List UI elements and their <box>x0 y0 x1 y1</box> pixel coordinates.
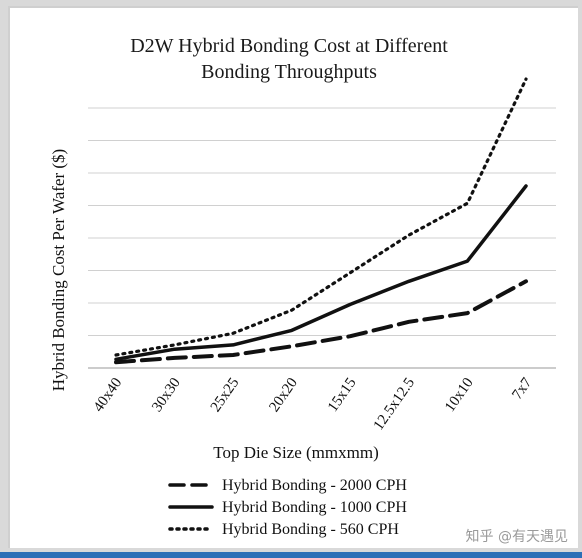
bottom-bar <box>0 552 582 558</box>
x-tick-label: 15x15 <box>325 375 360 415</box>
x-tick-label: 25x25 <box>208 375 243 415</box>
series-line-1 <box>114 279 528 365</box>
chart-frame <box>8 6 578 548</box>
legend: Hybrid Bonding - 2000 CPH Hybrid Bonding … <box>168 477 407 538</box>
chart-title: D2W Hybrid Bonding Cost at Different Bon… <box>130 35 448 83</box>
x-tick-label: 7x7 <box>509 375 535 403</box>
series-layer <box>114 77 528 365</box>
chart-title-line-2: Bonding Throughputs <box>201 61 377 83</box>
x-tick-label: 20x20 <box>266 375 301 415</box>
series-line-3 <box>114 77 528 357</box>
x-tick-label: 10x10 <box>442 375 477 415</box>
y-axis-title: Hybrid Bonding Cost Per Wafer ($) <box>49 149 68 391</box>
legend-label: Hybrid Bonding - 2000 CPH <box>222 477 407 494</box>
x-tick-label: 40x40 <box>91 375 126 415</box>
gridlines <box>88 107 556 369</box>
chart-title-line-1: D2W Hybrid Bonding Cost at Different <box>130 35 448 57</box>
legend-label: Hybrid Bonding - 560 CPH <box>222 521 399 538</box>
x-tick-label: 12.5x12.5 <box>371 375 419 433</box>
legend-label: Hybrid Bonding - 1000 CPH <box>222 499 407 516</box>
x-tick-labels: 40x40 30x30 25x25 20x20 15x15 12.5x12.5 10x10 7… <box>91 375 536 434</box>
x-tick-label: 30x30 <box>149 375 184 415</box>
series-line-2 <box>114 184 528 362</box>
x-axis-title: Top Die Size (mmxmm) <box>213 443 378 462</box>
watermark-text: 知乎 @有天遇见 <box>465 529 568 545</box>
